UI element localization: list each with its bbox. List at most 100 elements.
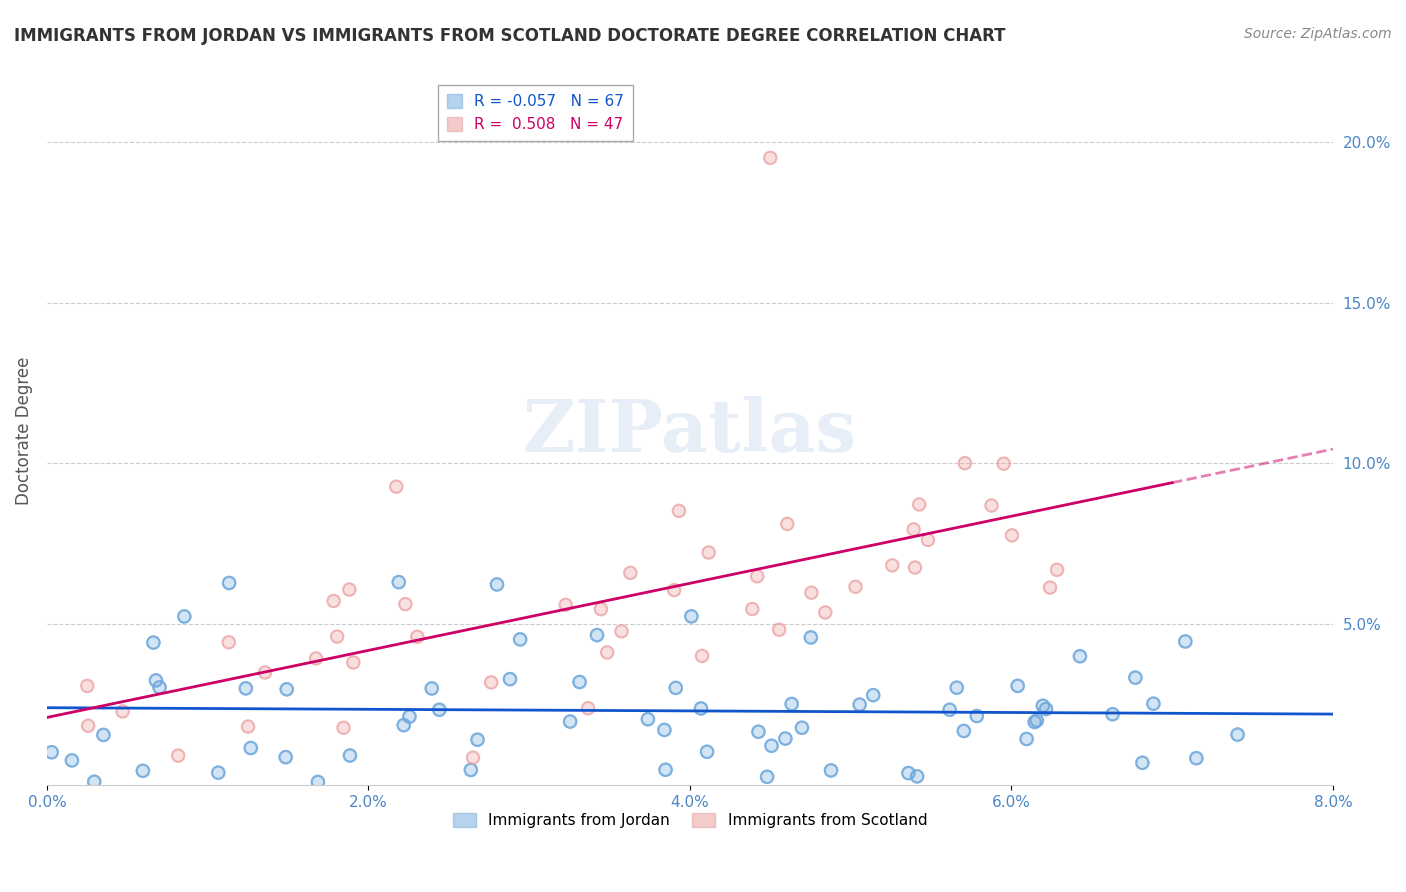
Point — [882, 558, 904, 573]
Point — [207, 765, 229, 780]
Point — [848, 698, 870, 712]
Point — [427, 703, 450, 717]
Point — [780, 697, 803, 711]
Point — [1101, 707, 1123, 722]
Point — [654, 763, 676, 777]
Point — [756, 770, 779, 784]
Point — [1046, 563, 1069, 577]
Point — [953, 723, 976, 738]
Point — [690, 648, 713, 663]
Point — [467, 732, 489, 747]
Point — [388, 575, 411, 590]
Point — [41, 745, 63, 759]
Point — [554, 598, 576, 612]
Point — [905, 769, 928, 783]
Point — [142, 635, 165, 649]
Point — [589, 602, 612, 616]
Point — [668, 504, 690, 518]
Point — [207, 765, 229, 780]
Point — [60, 753, 83, 767]
Point — [132, 764, 155, 778]
Point — [905, 769, 928, 783]
Point — [908, 498, 931, 512]
Point — [681, 609, 703, 624]
Point — [499, 672, 522, 686]
Point — [637, 712, 659, 726]
Point — [173, 609, 195, 624]
Point — [1024, 714, 1046, 729]
Point — [945, 681, 967, 695]
Point — [1007, 679, 1029, 693]
Point — [218, 576, 240, 591]
Point — [747, 724, 769, 739]
Point — [322, 594, 344, 608]
Point — [145, 673, 167, 688]
Point — [420, 681, 443, 696]
Point — [1125, 671, 1147, 685]
Point — [1125, 671, 1147, 685]
Point — [966, 709, 988, 723]
Point — [662, 583, 685, 598]
Point — [218, 635, 240, 649]
Point — [1024, 714, 1046, 729]
Point — [460, 763, 482, 777]
Point — [665, 681, 688, 695]
Point — [239, 741, 262, 756]
Point — [903, 523, 925, 537]
Text: Source: ZipAtlas.com: Source: ZipAtlas.com — [1244, 27, 1392, 41]
Point — [148, 681, 170, 695]
Point — [768, 623, 790, 637]
Point — [479, 675, 502, 690]
Point — [1024, 714, 1046, 729]
Point — [1069, 649, 1091, 664]
Point — [427, 703, 450, 717]
Point — [1032, 698, 1054, 713]
Point — [1226, 728, 1249, 742]
Point — [844, 580, 866, 594]
Point — [111, 705, 134, 719]
Point — [938, 703, 960, 717]
Point — [917, 533, 939, 547]
Point — [460, 763, 482, 777]
Point — [993, 457, 1015, 471]
Point — [339, 748, 361, 763]
Point — [173, 609, 195, 624]
Point — [610, 624, 633, 639]
Point — [619, 566, 641, 580]
Point — [339, 748, 361, 763]
Point — [690, 701, 713, 715]
Point — [427, 703, 450, 717]
Point — [509, 632, 531, 647]
Point — [775, 731, 797, 746]
Point — [586, 628, 609, 642]
Point — [790, 721, 813, 735]
Point — [392, 718, 415, 732]
Point — [218, 635, 240, 649]
Point — [322, 594, 344, 608]
Point — [145, 673, 167, 688]
Point — [76, 679, 98, 693]
Point — [332, 721, 354, 735]
Point — [76, 679, 98, 693]
Point — [142, 635, 165, 649]
Point — [1039, 581, 1062, 595]
Point — [1101, 707, 1123, 722]
Point — [697, 545, 720, 559]
Point — [1032, 698, 1054, 713]
Point — [681, 609, 703, 624]
Point — [654, 763, 676, 777]
Point — [253, 665, 276, 680]
Point — [77, 719, 100, 733]
Point — [1174, 634, 1197, 648]
Point — [276, 682, 298, 697]
Point — [665, 681, 688, 695]
Point — [897, 766, 920, 780]
Point — [93, 728, 115, 742]
Point — [1142, 697, 1164, 711]
Point — [461, 750, 484, 764]
Point — [1185, 751, 1208, 765]
Point — [800, 631, 823, 645]
Point — [882, 558, 904, 573]
Point — [980, 499, 1002, 513]
Point — [917, 533, 939, 547]
